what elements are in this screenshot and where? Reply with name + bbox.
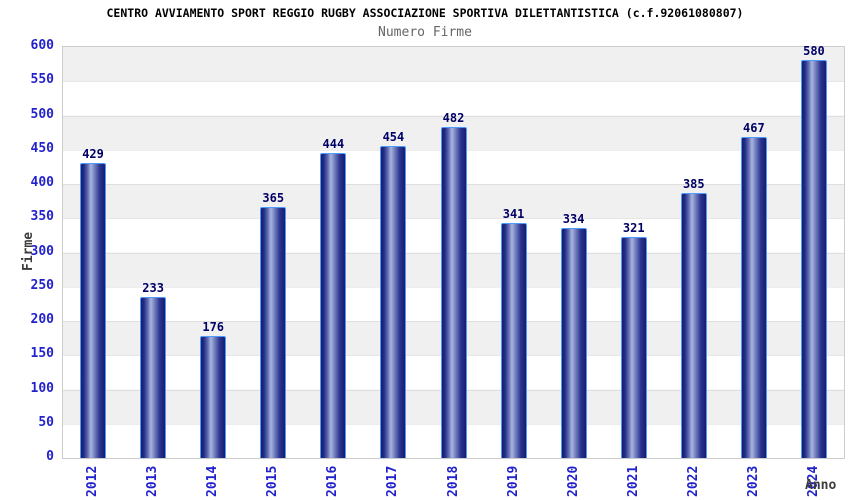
bar-2015 <box>260 206 287 458</box>
y-tick-450: 450 <box>30 140 54 156</box>
bar-value-label: 176 <box>202 320 225 335</box>
y-tick-300: 300 <box>30 243 54 259</box>
y-tick-100: 100 <box>30 380 54 396</box>
bar-2020 <box>560 228 587 458</box>
x-tick-2020: 2020 <box>565 465 581 497</box>
bar-value-label: 467 <box>743 121 765 136</box>
x-tick-2022: 2022 <box>685 465 701 497</box>
bar-value-label: 334 <box>562 212 585 227</box>
bar-2024 <box>800 59 827 458</box>
bar-2023 <box>740 137 767 458</box>
bar-2013 <box>140 297 167 458</box>
y-tick-600: 600 <box>30 38 54 53</box>
bar-2019 <box>500 223 527 458</box>
y-tick-0: 0 <box>46 449 54 464</box>
bar-2012 <box>80 163 107 458</box>
y-axis-title: Firme <box>21 231 36 271</box>
bar-2014 <box>200 336 227 458</box>
x-tick-2017: 2017 <box>385 465 401 497</box>
y-tick-500: 500 <box>30 106 54 122</box>
bar-2022 <box>680 193 707 458</box>
x-tick-2016: 2016 <box>325 465 341 497</box>
bar-value-label: 580 <box>803 43 825 58</box>
gridline <box>63 115 844 117</box>
bar-value-label: 429 <box>82 147 104 162</box>
y-tick-400: 400 <box>30 175 54 190</box>
bar-value-label: 341 <box>502 207 525 222</box>
bar-value-label: 454 <box>382 130 405 144</box>
y-tick-150: 150 <box>30 346 54 362</box>
bar-value-label: 385 <box>682 177 705 192</box>
x-tick-2023: 2023 <box>745 465 761 497</box>
x-tick-2021: 2021 <box>625 465 641 497</box>
y-tick-250: 250 <box>30 277 54 293</box>
bar-value-label: 233 <box>142 281 164 296</box>
bar-2016 <box>320 152 347 458</box>
x-tick-2018: 2018 <box>445 465 461 497</box>
bar-value-label: 482 <box>442 110 465 125</box>
bar-value-label: 444 <box>322 136 345 151</box>
x-tick-2013: 2013 <box>145 465 161 497</box>
x-tick-2014: 2014 <box>205 465 221 497</box>
bar-2018 <box>440 126 467 458</box>
bar-2021 <box>620 237 647 458</box>
bar-2017 <box>380 146 407 458</box>
x-tick-2019: 2019 <box>505 465 521 497</box>
gridline <box>63 81 844 83</box>
y-tick-350: 350 <box>30 209 54 225</box>
y-tick-200: 200 <box>30 312 54 327</box>
y-tick-50: 50 <box>38 414 54 430</box>
chart-subtitle: Numero Firme <box>378 25 472 40</box>
bar-value-label: 321 <box>622 221 645 236</box>
x-tick-2015: 2015 <box>265 465 281 497</box>
bar-value-label: 365 <box>262 190 285 205</box>
x-axis-title: Anno <box>805 478 837 493</box>
y-tick-550: 550 <box>30 72 54 88</box>
x-tick-2012: 2012 <box>85 465 101 497</box>
chart-title: CENTRO AVVIAMENTO SPORT REGGIO RUGBY ASS… <box>106 6 744 20</box>
plot-area: 429 233 176 365 444 454 482 341 334 321 385 467 580 <box>62 43 845 459</box>
